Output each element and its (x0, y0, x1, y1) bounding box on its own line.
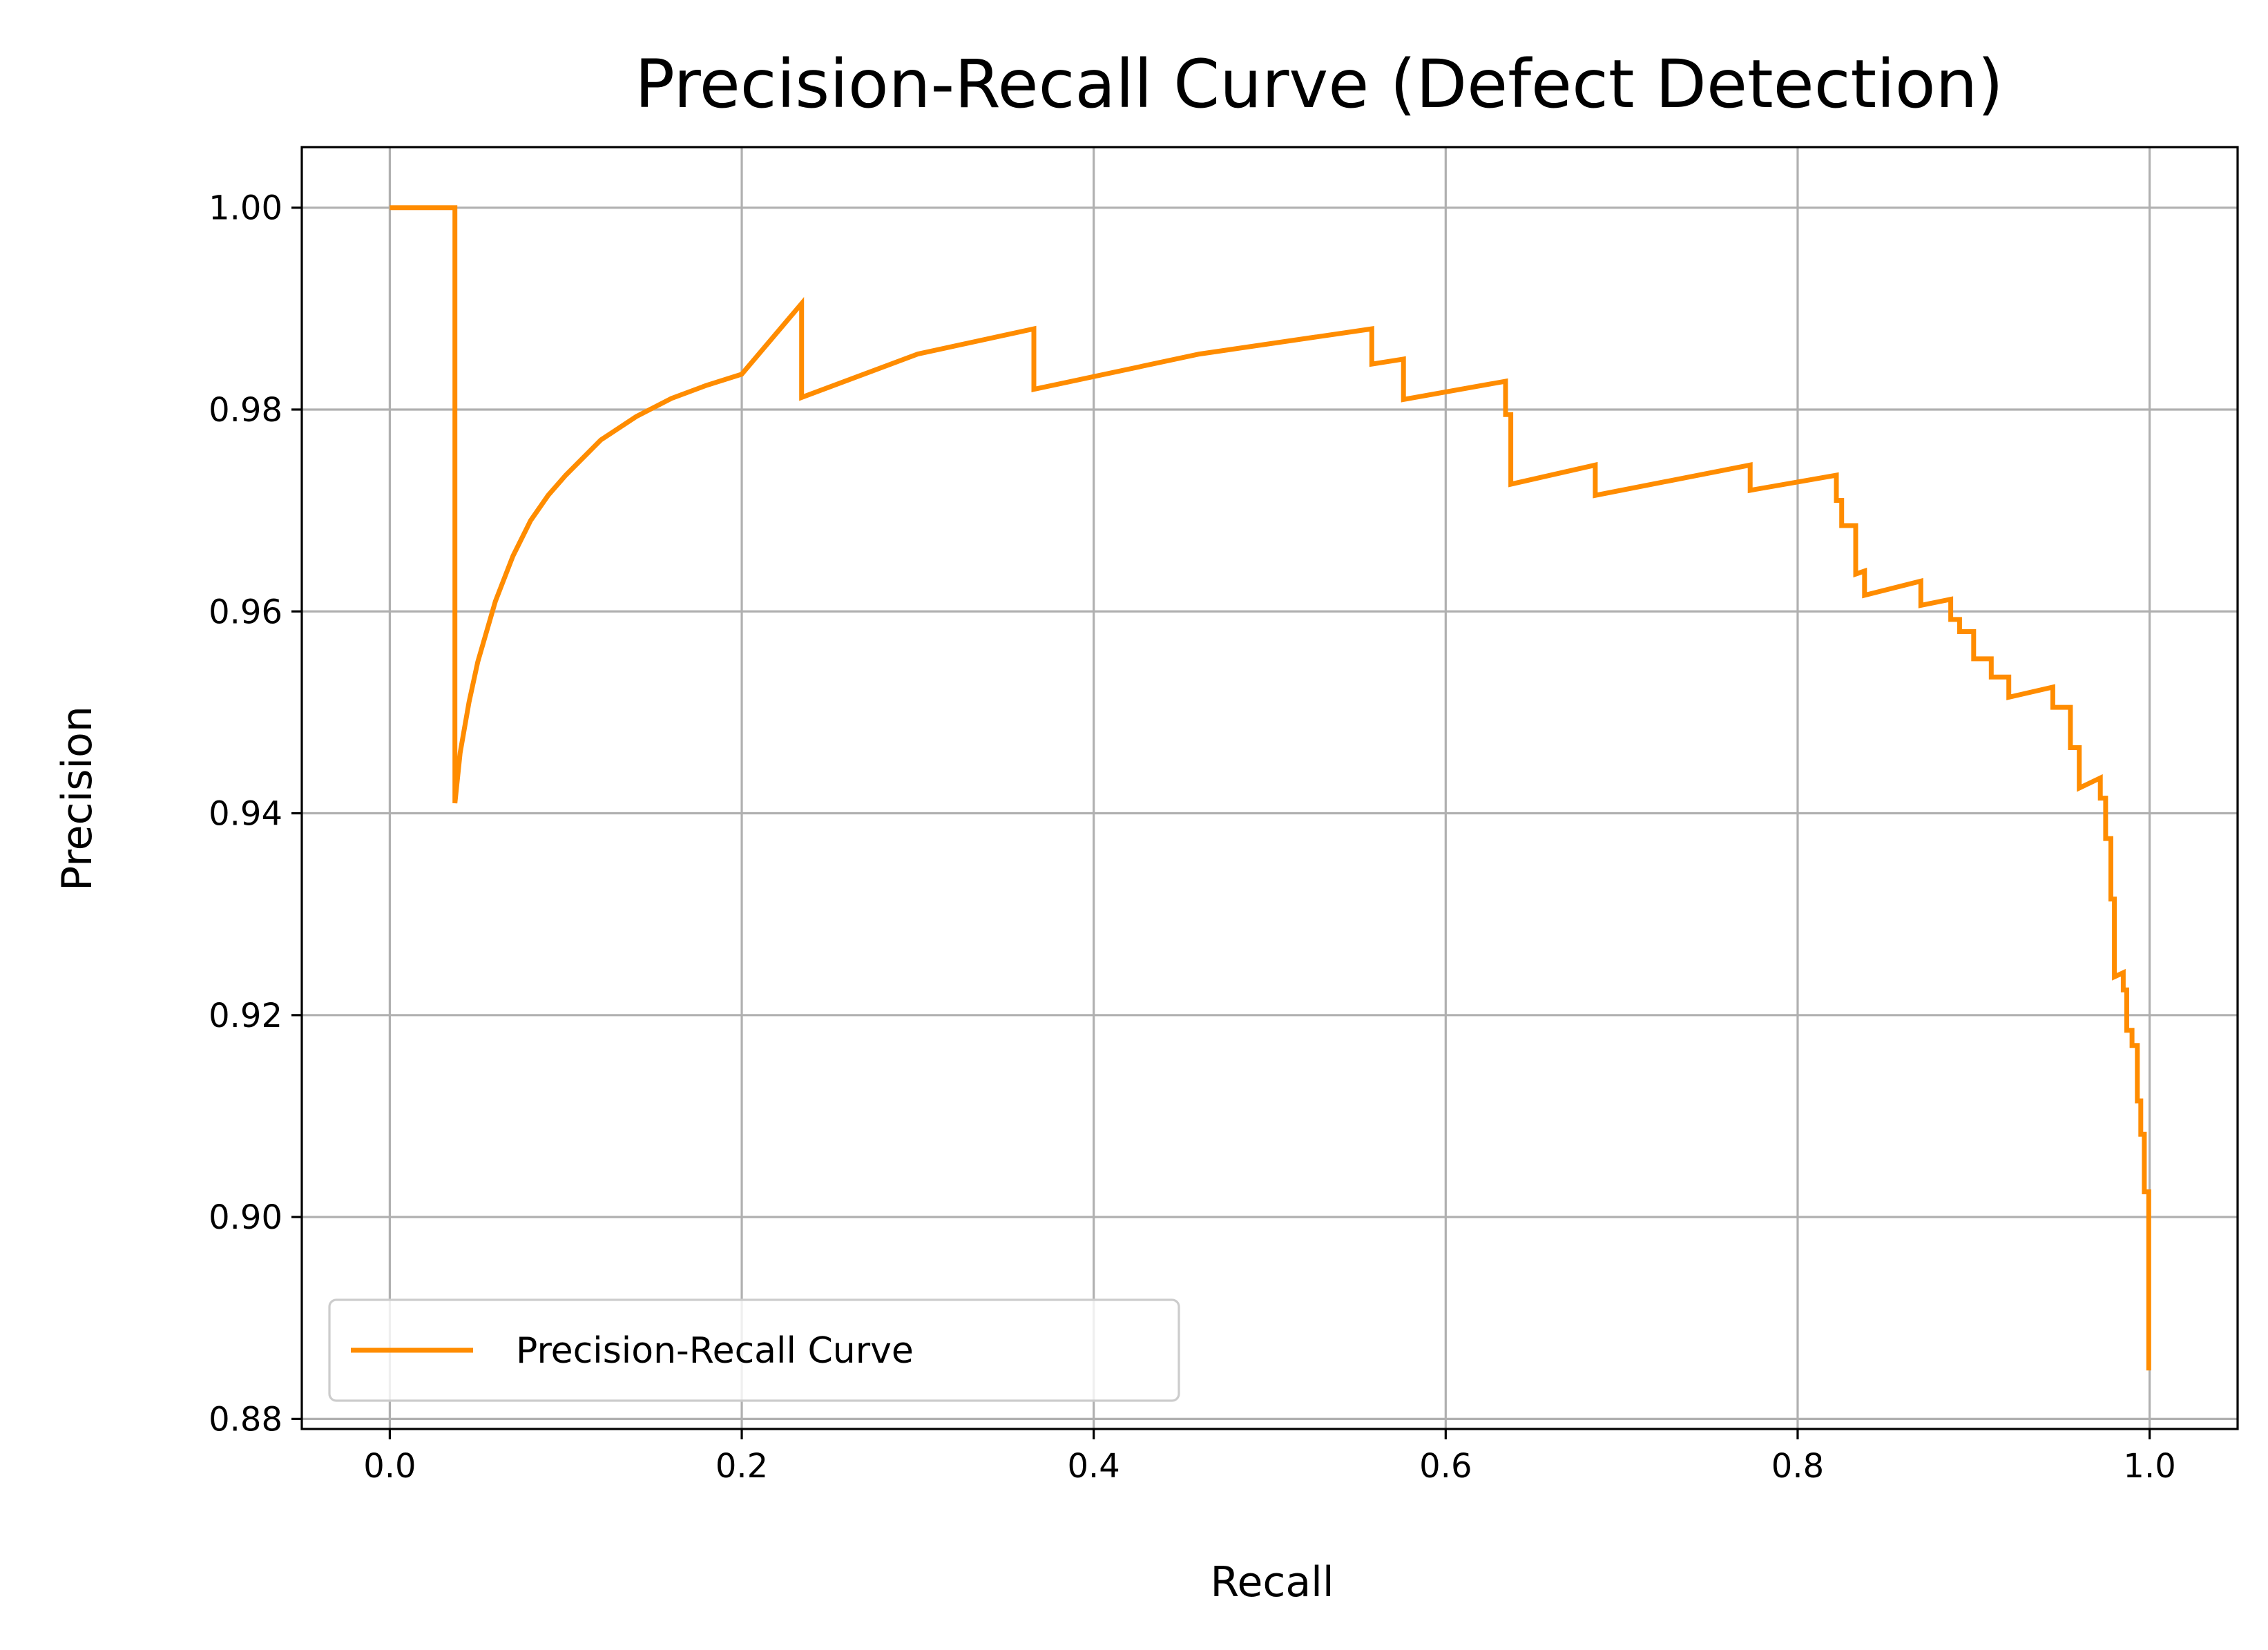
x-tick-label: 0.0 (363, 1447, 416, 1486)
legend-label: Precision-Recall Curve (516, 1330, 914, 1372)
series-line (390, 205, 2151, 1371)
grid-layer (302, 147, 2238, 1429)
y-tick-label: 0.88 (209, 1400, 282, 1439)
x-tick-label: 1.0 (2123, 1447, 2175, 1486)
y-tick-label: 0.96 (209, 593, 282, 631)
series-layer (390, 205, 2151, 1371)
y-axis-label: Precision (53, 706, 102, 891)
legend: Precision-Recall Curve (328, 1298, 1180, 1402)
tick-layer: 0.0 0.2 0.4 0.6 0.8 1.0 0.88 0.90 0.92 0.94 0.96 0.… (209, 189, 2176, 1486)
y-tick-label: 0.98 (209, 391, 282, 430)
y-tick-label: 0.94 (209, 795, 282, 834)
x-tick-label: 0.8 (1771, 1447, 1824, 1486)
x-tick-label: 0.4 (1068, 1447, 1120, 1486)
y-tick-label: 1.00 (209, 189, 282, 228)
x-tick-label: 0.6 (1419, 1447, 1472, 1486)
y-tick-label: 0.90 (209, 1198, 282, 1237)
legend-box (328, 1298, 1180, 1402)
x-axis-label: Recall (1210, 1558, 1334, 1606)
chart-title: Precision-Recall Curve (Defect Detection… (635, 46, 2003, 123)
plot-area-frame (300, 146, 2239, 1430)
y-tick-label: 0.92 (209, 997, 282, 1035)
x-tick-label: 0.2 (715, 1447, 768, 1486)
